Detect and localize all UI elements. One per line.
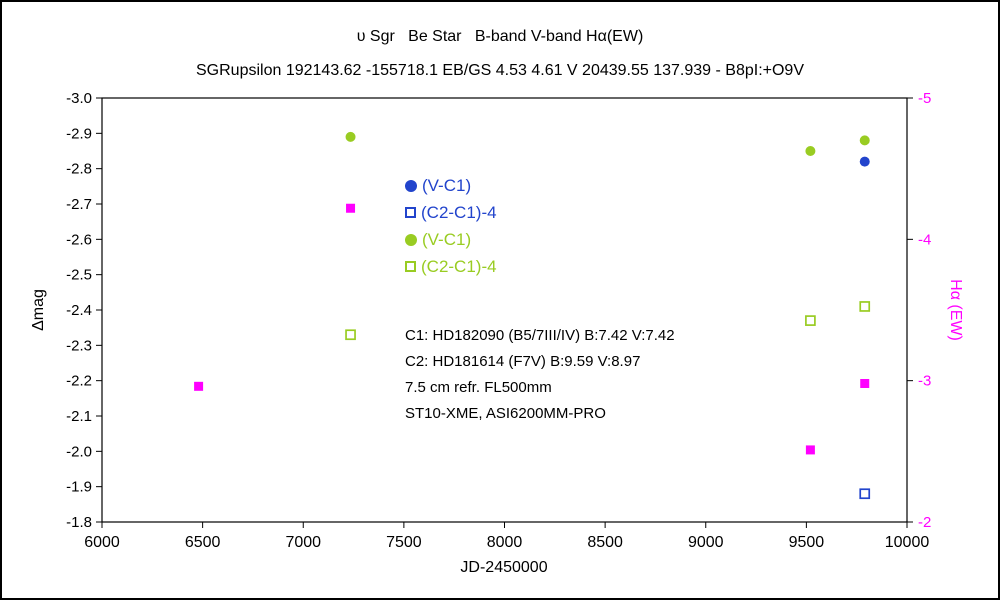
square-marker-icon — [405, 261, 416, 272]
legend-label: (C2-C1)-4 — [421, 202, 497, 222]
y-left-tick-label: -1.8 — [66, 514, 92, 531]
x-tick-label: 6500 — [185, 534, 221, 551]
y-left-tick-label: -2.3 — [66, 337, 92, 354]
x-tick-label: 8000 — [487, 534, 523, 551]
legend-label: (V-C1) — [422, 175, 472, 195]
y-left-tick-label: -2.4 — [66, 302, 92, 319]
x-tick-label: 8500 — [587, 534, 623, 551]
legend-item: (V-C1) — [405, 226, 497, 253]
data-point-Halpha-EW — [194, 381, 204, 391]
circle-marker-icon — [405, 233, 417, 246]
y-axis-label-left: Δmag — [30, 289, 47, 331]
data-point-C2-C1-minus4-green — [805, 315, 816, 326]
circle-marker-icon — [405, 179, 417, 192]
data-point-V-C1-green — [345, 131, 356, 142]
x-tick-label: 6000 — [84, 534, 120, 551]
y-left-tick-label: -2.9 — [66, 125, 92, 142]
y-left-tick-label: -2.5 — [66, 267, 92, 284]
x-tick-label: 7000 — [285, 534, 321, 551]
chart-title: υ Sgr Be Star B-band V-band Hα(EW) — [356, 28, 644, 45]
plot-border — [101, 97, 908, 523]
chart-subtitle: SGRupsilon 192143.62 -155718.1 EB/GS 4.5… — [196, 62, 804, 79]
y-left-tick-label: -2.2 — [66, 373, 92, 390]
legend-label: (V-C1) — [422, 229, 472, 249]
data-point-C2-C1-minus4-green — [345, 329, 356, 341]
y-left-tick-label: -1.9 — [66, 479, 92, 496]
data-point-V-C1-green — [859, 135, 870, 146]
x-tick-label: 9000 — [688, 534, 724, 551]
data-point-Halpha-EW — [346, 203, 356, 213]
x-tick-label: 9500 — [789, 534, 825, 551]
square-marker-icon — [405, 207, 416, 218]
annotation-line: C1: HD182090 (B5/7III/IV) B:7.42 V:7.42 — [405, 327, 675, 344]
y-left-tick-label: -2.7 — [66, 196, 92, 213]
y-right-tick-label: -2 — [918, 514, 931, 531]
data-point-Halpha-EW — [860, 378, 870, 388]
data-point-C2-C1-minus4-green — [859, 301, 871, 312]
annotations: C1: HD182090 (B5/7III/IV) B:7.42 V:7.42 C… — [405, 323, 675, 427]
y-right-tick-label: -5 — [918, 90, 931, 107]
x-tick-label: 10000 — [885, 534, 930, 551]
data-point-V-C1-blue — [859, 156, 870, 167]
data-point-Halpha-EW — [805, 445, 815, 455]
y-left-tick-label: -3.0 — [66, 90, 92, 107]
annotation-line: C2: HD181614 (F7V) B:9.59 V:8.97 — [405, 353, 641, 370]
legend: (V-C1) (C2-C1)-4 (V-C1) (C2-C1)-4 — [405, 172, 497, 280]
annotation-line: 7.5 cm refr. FL500mm — [405, 379, 552, 396]
y-left-tick-label: -2.8 — [66, 161, 92, 178]
y-right-tick-label: -4 — [918, 231, 931, 248]
y-left-tick-label: -2.0 — [66, 443, 92, 460]
annotation-line: ST10-XME, ASI6200MM-PRO — [405, 405, 606, 422]
y-axis-label-right: Hα (EW) — [947, 279, 964, 341]
legend-label: (C2-C1)-4 — [421, 256, 497, 276]
legend-item: (C2-C1)-4 — [405, 199, 497, 226]
y-left-tick-label: -2.1 — [66, 408, 92, 425]
legend-item: (C2-C1)-4 — [405, 253, 497, 280]
y-right-tick-label: -3 — [918, 373, 931, 390]
data-point-V-C1-green — [805, 146, 816, 156]
data-point-C2-C1-minus4-blue — [859, 488, 871, 500]
y-left-tick-label: -2.6 — [66, 231, 92, 248]
x-axis-label: JD-2450000 — [460, 559, 548, 576]
x-tick-label: 7500 — [386, 534, 422, 551]
legend-item: (V-C1) — [405, 172, 497, 199]
